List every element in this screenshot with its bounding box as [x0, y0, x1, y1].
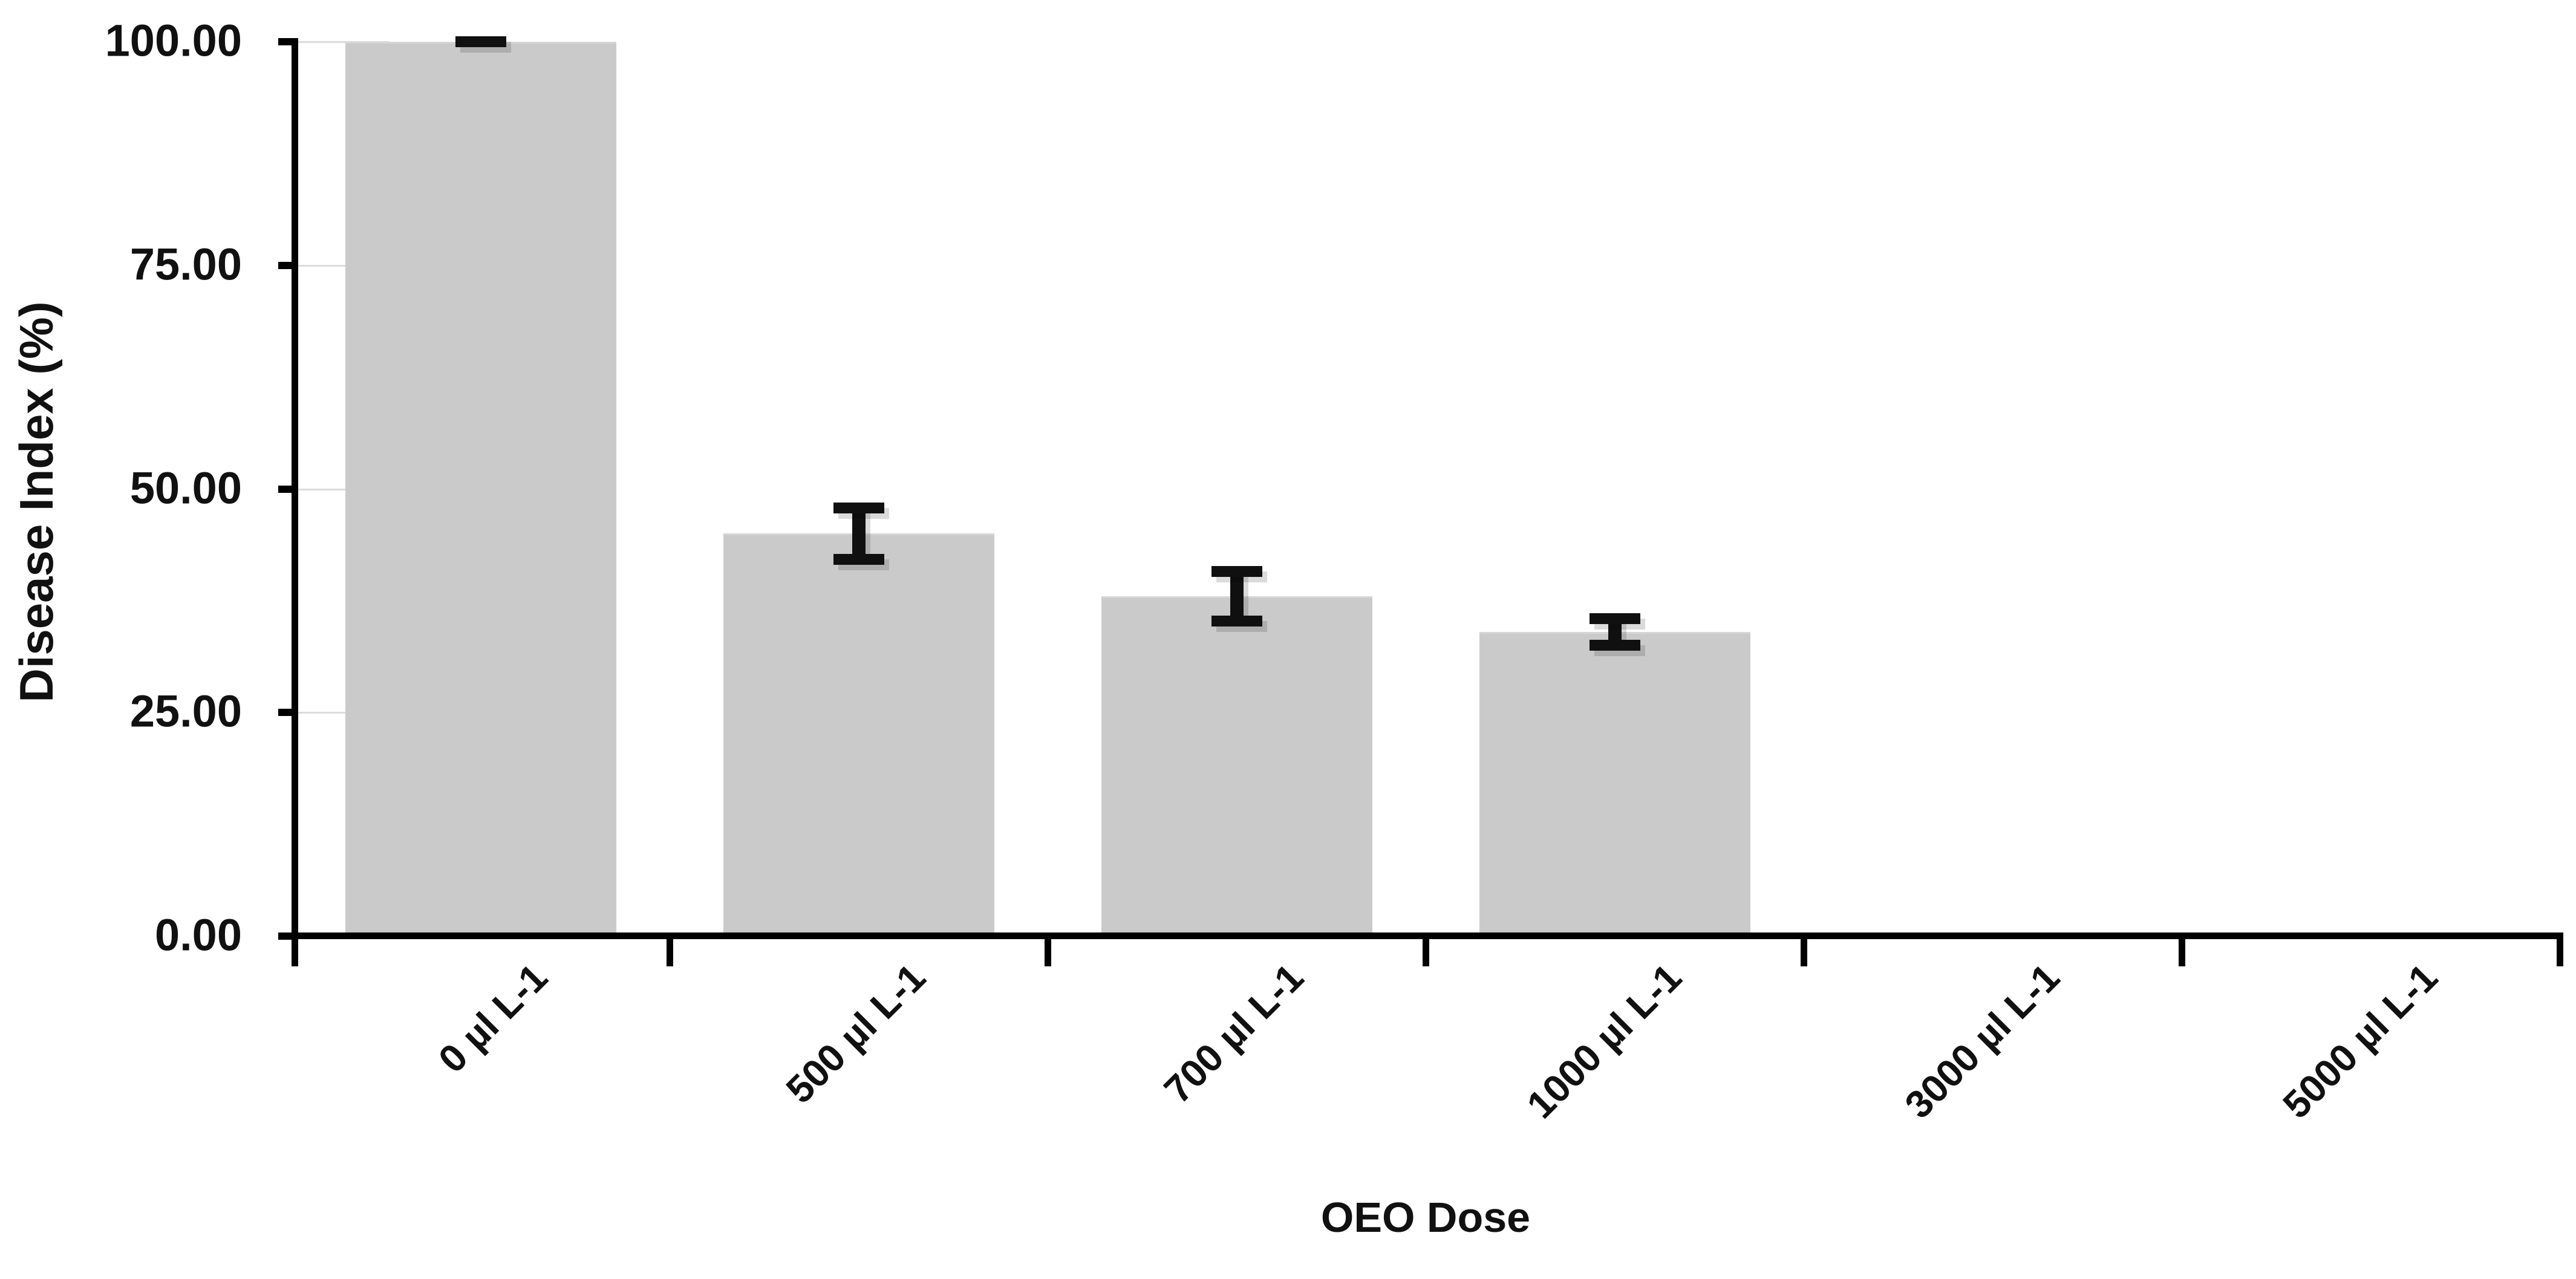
error-bar-2-bottom-cap [1211, 615, 1262, 626]
x-axis-title: OEO Dose [1320, 1194, 1531, 1241]
x-tick-4 [1801, 932, 1807, 966]
error-bar-2-stem [1230, 571, 1244, 621]
error-bar-1-bottom-cap [833, 554, 884, 565]
y-tick-0 [278, 932, 298, 940]
x-category-label-text-0: 0 µl L-1 [429, 955, 556, 1081]
y-axis-line [292, 38, 298, 966]
y-tick-label-25: 25.00 [129, 686, 242, 737]
bar-2 [1101, 596, 1372, 932]
y-tick-100 [278, 38, 298, 45]
error-bar-2-top-cap [1211, 566, 1262, 578]
y-tick-label-100: 100.00 [105, 15, 242, 66]
bar-3 [1479, 632, 1750, 932]
y-tick-25 [278, 709, 298, 717]
x-tick-3 [1423, 932, 1429, 966]
inner-tick-25 [298, 712, 389, 714]
error-bar-0-cap [455, 36, 506, 47]
x-tick-1 [667, 932, 673, 966]
inner-tick-50 [298, 488, 389, 490]
bar-0 [345, 42, 616, 932]
error-bar-1-stem [852, 507, 866, 560]
x-category-label-text-4: 3000 µl L-1 [1896, 955, 2068, 1127]
error-bar-1-top-cap [833, 502, 884, 513]
error-bar-3-top-cap [1589, 613, 1640, 624]
y-axis-title-text: Disease Index (%) [10, 301, 63, 703]
bar-1 [723, 533, 994, 932]
error-bar-3-bottom-cap [1589, 640, 1640, 651]
x-tick-6 [2557, 932, 2563, 966]
y-tick-50 [278, 485, 298, 493]
x-category-label-text-2: 700 µl L-1 [1155, 955, 1312, 1111]
x-category-label-text-5: 5000 µl L-1 [2274, 955, 2446, 1127]
inner-tick-100 [298, 41, 389, 43]
error-bar-3-stem [1608, 618, 1622, 646]
x-tick-5 [2179, 932, 2185, 966]
y-tick-label-50: 50.00 [129, 463, 242, 513]
x-category-label-text-1: 500 µl L-1 [777, 955, 934, 1111]
y-tick-label-75: 75.00 [129, 239, 242, 290]
inner-tick-75 [298, 264, 389, 267]
x-tick-2 [1045, 932, 1051, 966]
y-tick-75 [278, 261, 298, 269]
x-category-label-text-3: 1000 µl L-1 [1518, 955, 1690, 1127]
y-tick-label-0: 0.00 [154, 910, 242, 960]
